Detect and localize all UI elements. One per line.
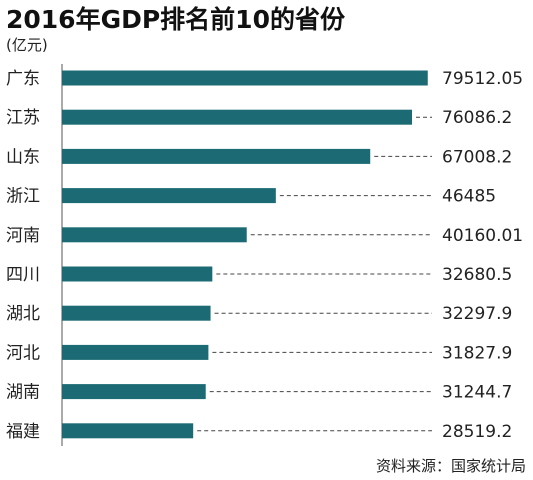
bar: [62, 423, 194, 439]
category-label: 山东: [6, 147, 40, 167]
category-label: 湖南: [6, 383, 40, 403]
category-label: 河北: [6, 343, 40, 363]
category-label: 福建: [6, 422, 40, 442]
value-label: 31827.9: [442, 343, 512, 363]
value-label: 76086.2: [442, 108, 512, 128]
bar: [62, 188, 276, 204]
chart-title: 2016年GDP排名前10的省份: [6, 5, 345, 34]
bar-marks: 广东 79512.05 江苏 76086.2 山东 67008.2 浙江 46485 河南 401…: [6, 69, 523, 442]
value-label: 79512.05: [442, 69, 523, 89]
value-label: 28519.2: [442, 422, 512, 442]
value-label: 67008.2: [442, 147, 512, 167]
unit-label: (亿元): [6, 36, 48, 54]
bar: [62, 344, 209, 360]
category-label: 广东: [6, 69, 40, 89]
value-label: 32680.5: [442, 265, 512, 285]
bar: [62, 384, 206, 400]
value-label: 46485: [442, 187, 496, 207]
category-label: 河南: [6, 226, 40, 246]
bar: [62, 109, 412, 125]
value-label: 32297.9: [442, 304, 512, 324]
category-label: 湖北: [6, 304, 40, 324]
bar: [62, 227, 247, 243]
value-label: 40160.01: [442, 226, 523, 246]
value-label: 31244.7: [442, 383, 512, 403]
category-label: 四川: [6, 265, 40, 285]
category-label: 浙江: [6, 187, 40, 207]
category-label: 江苏: [6, 108, 40, 128]
bar: [62, 70, 428, 86]
bar: [62, 148, 371, 164]
bar: [62, 266, 213, 282]
bar: [62, 305, 211, 321]
source-note: 资料来源：国家统计局: [376, 457, 526, 475]
